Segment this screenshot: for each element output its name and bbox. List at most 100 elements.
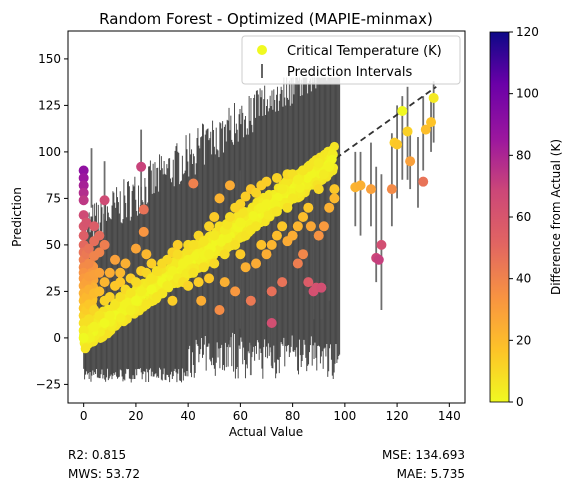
data-point [78, 195, 89, 206]
y-tick-label: −25 [36, 377, 61, 391]
data-point [83, 243, 94, 254]
data-point [141, 299, 152, 310]
data-point [418, 176, 429, 187]
y-tick-label: 50 [46, 238, 61, 252]
data-point [181, 268, 191, 279]
data-point [94, 310, 105, 321]
data-point [204, 273, 215, 284]
data-point [138, 226, 149, 237]
data-point [130, 243, 141, 254]
data-point [266, 286, 277, 297]
x-tick-label: 20 [128, 409, 143, 423]
data-point [240, 262, 251, 273]
data-point [261, 198, 272, 209]
colorbar-tick-label: 0 [516, 395, 524, 409]
data-point [125, 288, 136, 299]
data-point [104, 267, 115, 278]
data-point [287, 193, 298, 204]
data-point [110, 299, 121, 310]
data-point [282, 202, 293, 213]
data-point [251, 221, 262, 232]
data-point [99, 195, 110, 206]
x-tick-label: 80 [285, 409, 300, 423]
data-point [318, 221, 329, 232]
data-point [198, 262, 209, 273]
data-point [89, 221, 100, 232]
data-point [219, 277, 230, 288]
data-point [230, 239, 241, 250]
colorbar-tick-label: 40 [516, 272, 531, 286]
x-tick-label: 100 [333, 409, 356, 423]
data-point [397, 105, 408, 116]
data-point [120, 258, 131, 269]
data-point [277, 277, 288, 288]
data-point [426, 117, 437, 128]
x-tick-label: 120 [386, 409, 409, 423]
colorbar-label: Difference from Actual (K) [549, 139, 563, 295]
colorbar-tick-label: 20 [516, 333, 531, 347]
data-point [329, 184, 340, 195]
data-point [292, 258, 303, 269]
y-tick-label: 125 [38, 98, 61, 112]
data-point [313, 230, 324, 241]
data-point [256, 239, 267, 250]
data-point [313, 184, 324, 195]
data-point [261, 176, 272, 187]
x-tick-label: 60 [233, 409, 248, 423]
data-point [130, 277, 141, 288]
data-point [81, 343, 91, 353]
data-point [313, 158, 324, 169]
data-point [318, 169, 329, 180]
data-point [303, 161, 314, 172]
stat-mae: MAE: 5.735 [396, 467, 465, 481]
legend-box [241, 35, 461, 85]
stat-mse: MSE: 134.693 [381, 448, 465, 462]
data-point [99, 277, 110, 288]
colorbar-ticks: 0 20 40 60 80 100 120 [509, 25, 539, 409]
colorbar: 0 20 40 60 80 100 120 Difference from Actual (… [489, 25, 563, 409]
data-point [298, 249, 309, 260]
data-point [188, 267, 199, 278]
data-point [261, 249, 272, 260]
data-point [235, 217, 246, 228]
x-tick-label: 40 [181, 409, 196, 423]
data-point [292, 221, 303, 232]
data-point [146, 273, 157, 284]
legend-intervals-label: Prediction Intervals [287, 65, 412, 80]
data-point [83, 258, 94, 269]
colorbar-tick-label: 120 [516, 25, 539, 39]
data-point [78, 325, 89, 336]
colorbar-tick-label: 100 [516, 87, 539, 101]
colorbar-tick-label: 80 [516, 148, 531, 162]
data-point [392, 139, 403, 150]
x-tick-label: 140 [438, 409, 461, 423]
data-point [138, 204, 149, 215]
data-point [271, 230, 282, 241]
data-point [78, 332, 89, 343]
data-point [162, 254, 173, 265]
data-point [327, 154, 337, 164]
data-point [193, 277, 204, 288]
y-tick-label: 150 [38, 52, 61, 66]
data-point [183, 280, 194, 291]
data-point [298, 212, 309, 222]
data-point [386, 184, 397, 195]
data-point [324, 161, 335, 172]
data-point [167, 295, 178, 306]
data-point [94, 267, 105, 278]
data-point [81, 217, 92, 228]
data-point [78, 165, 89, 176]
legend[interactable]: Critical Temperature (K) Prediction Inte… [241, 35, 461, 85]
data-point [146, 284, 157, 295]
plot-frame [67, 30, 466, 404]
data-point [141, 249, 152, 260]
data-point [157, 288, 168, 299]
data-point [172, 239, 183, 250]
data-point [172, 249, 183, 260]
data-point [324, 202, 335, 213]
data-point [248, 210, 258, 221]
data-point [94, 247, 105, 258]
critical-temperature-points [78, 92, 439, 354]
data-point [136, 161, 147, 172]
data-point [89, 321, 100, 332]
